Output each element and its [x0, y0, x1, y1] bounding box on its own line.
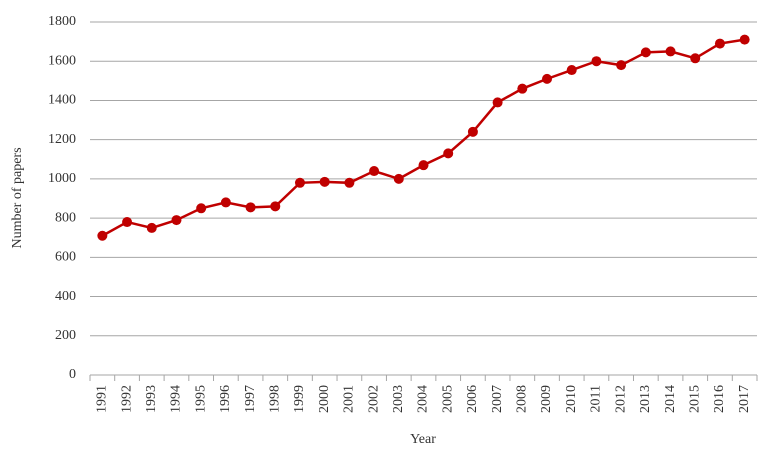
y-tick-label: 200 [55, 328, 76, 343]
x-tick-label: 1992 [119, 385, 134, 413]
data-point [443, 148, 454, 159]
data-point [665, 46, 676, 57]
y-tick-label: 1200 [48, 132, 76, 147]
x-tick-label: 1996 [218, 385, 233, 413]
y-tick-label: 600 [55, 250, 76, 265]
x-tick-label: 1995 [193, 385, 208, 413]
x-tick-label: 2015 [687, 385, 702, 413]
data-point [196, 203, 207, 214]
data-point [640, 47, 651, 58]
data-point [418, 160, 429, 171]
data-point [220, 197, 231, 208]
data-point [714, 38, 725, 49]
y-tick-label: 0 [69, 367, 76, 382]
data-point [97, 230, 108, 241]
x-tick-label: 2014 [663, 385, 678, 413]
data-point [517, 83, 528, 94]
data-point [542, 73, 553, 84]
x-tick-label: 1998 [267, 385, 282, 413]
x-tick-label: 1999 [292, 385, 307, 413]
data-point [122, 217, 133, 228]
data-point [146, 222, 157, 233]
data-point [566, 65, 577, 76]
x-tick-label: 2012 [613, 385, 628, 413]
x-tick-label: 1991 [95, 385, 110, 413]
x-axis-title: Year [410, 432, 436, 447]
data-point [245, 202, 256, 213]
data-point [344, 177, 355, 188]
x-tick-label: 2000 [317, 385, 332, 413]
y-tick-label: 1000 [48, 171, 76, 186]
x-tick-label: 2011 [589, 385, 604, 412]
x-tick-label: 2007 [490, 385, 505, 413]
x-tick-label: 1993 [144, 385, 159, 413]
data-point [739, 34, 750, 45]
data-point [270, 201, 281, 212]
data-point [591, 56, 602, 67]
data-point [467, 126, 478, 137]
data-point [171, 215, 182, 226]
y-tick-label: 800 [55, 210, 76, 225]
x-tick-label: 2017 [737, 385, 752, 413]
y-axis-title: Number of papers [10, 147, 25, 248]
y-tick-label: 400 [55, 289, 76, 304]
data-point [690, 53, 701, 64]
data-point [369, 166, 380, 177]
data-point [319, 176, 330, 187]
x-tick-label: 2013 [638, 385, 653, 413]
x-tick-label: 2010 [564, 385, 579, 413]
x-tick-label: 2006 [465, 385, 480, 413]
x-tick-label: 2009 [539, 385, 554, 413]
x-tick-label: 2005 [440, 385, 455, 413]
y-tick-label: 1400 [48, 93, 76, 108]
x-tick-label: 2003 [391, 385, 406, 413]
data-point [393, 173, 404, 184]
x-tick-label: 2001 [342, 385, 357, 413]
data-point [616, 60, 627, 71]
x-tick-label: 1997 [243, 385, 258, 413]
y-tick-label: 1600 [48, 53, 76, 68]
data-point [294, 177, 305, 188]
x-tick-label: 2008 [515, 385, 530, 413]
y-tick-label: 1800 [48, 14, 76, 29]
x-tick-label: 2002 [366, 385, 381, 413]
x-tick-label: 1994 [169, 385, 184, 413]
x-tick-label: 2016 [712, 385, 727, 413]
data-point [492, 97, 503, 108]
x-tick-label: 2004 [416, 385, 431, 413]
